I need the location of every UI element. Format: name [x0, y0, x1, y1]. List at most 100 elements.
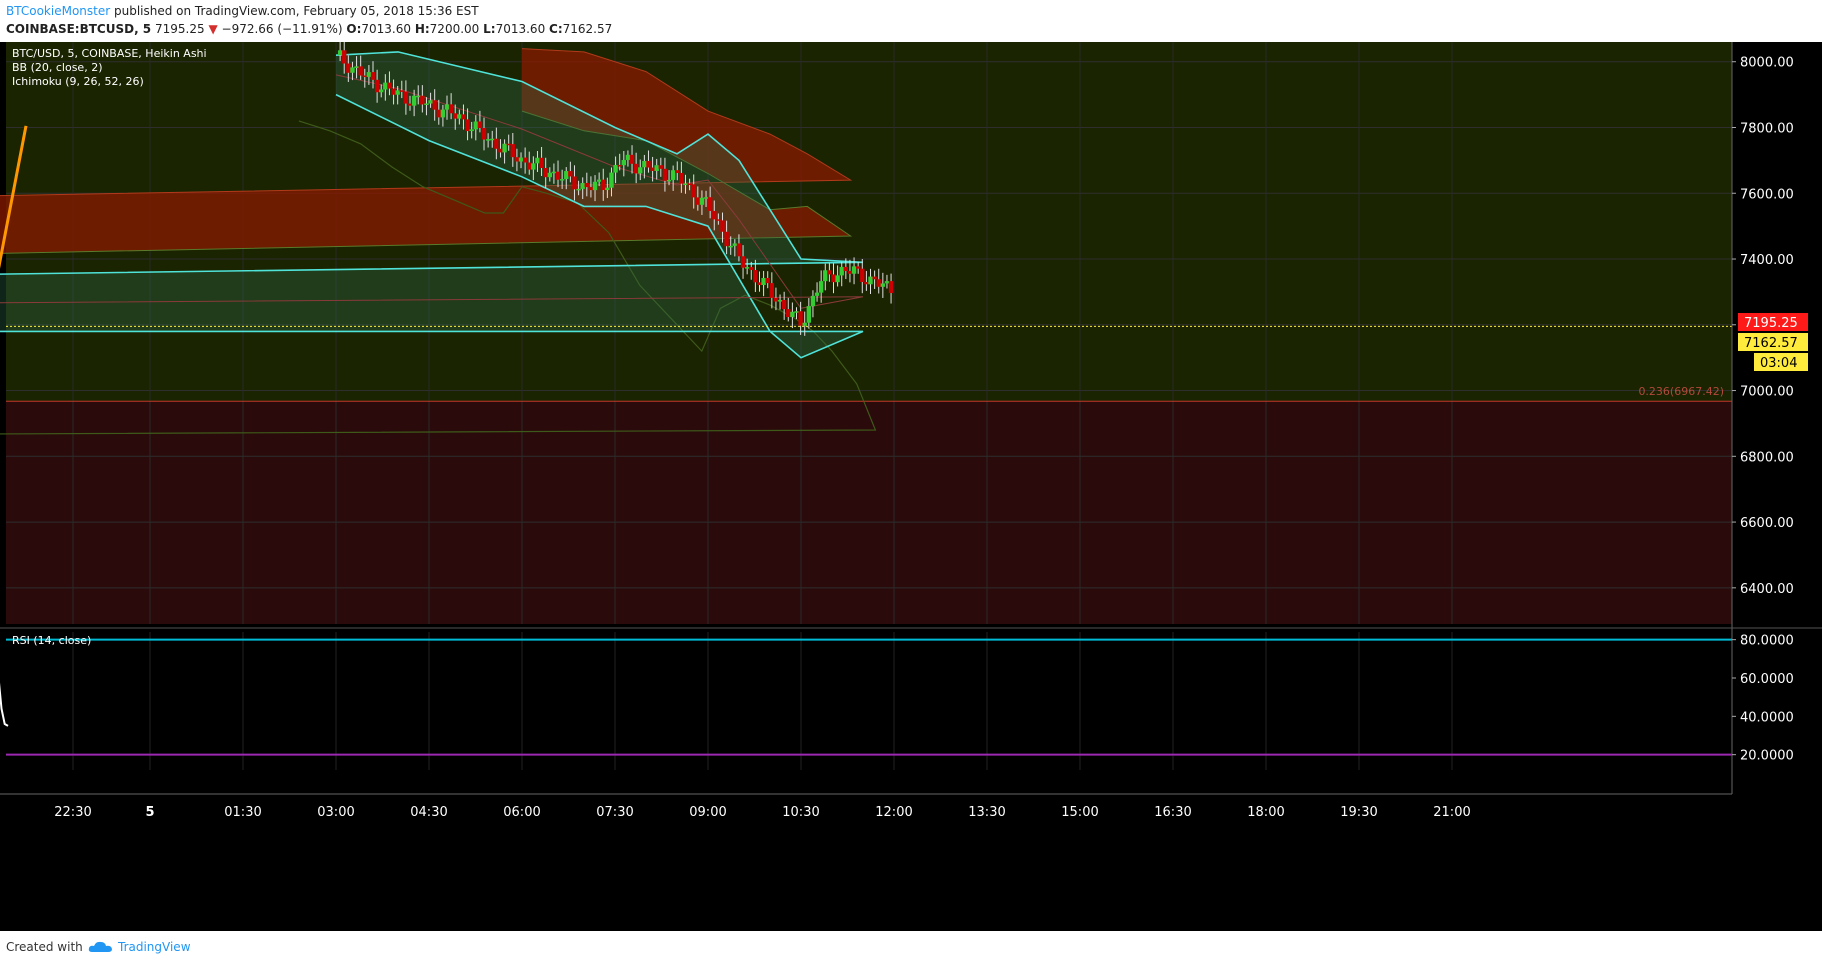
symbol-label: COINBASE:BTCUSD, 5: [6, 22, 152, 36]
candle-body: [786, 309, 791, 318]
candle-body: [650, 167, 655, 171]
candle-body: [337, 50, 343, 56]
candle-body: [888, 281, 894, 294]
candle-body: [457, 114, 462, 119]
cloud-span-a: [0, 48, 853, 197]
candle-body: [740, 256, 746, 268]
legend-ichimoku: Ichimoku (9, 26, 52, 26): [12, 75, 144, 88]
candle-body: [855, 266, 861, 269]
candle-body: [477, 121, 483, 129]
ohlc-line: COINBASE:BTCUSD, 5 7195.25 ▼ −972.66 (−1…: [6, 22, 612, 36]
time-tick-label: 01:30: [224, 805, 261, 820]
candle-body: [872, 276, 877, 280]
candle-body: [810, 295, 816, 307]
candle-body: [802, 322, 807, 326]
lower-zone: [6, 401, 1732, 624]
low-value: 7013.60: [495, 22, 546, 36]
time-tick-label: 10:30: [782, 805, 819, 820]
candle-body: [757, 282, 762, 286]
close-price-badge: [1738, 333, 1808, 351]
close-label: C:: [549, 22, 563, 36]
candle-body: [712, 210, 717, 220]
time-tick-label: 18:00: [1247, 805, 1284, 820]
candle-body: [391, 88, 396, 95]
candle-body: [416, 95, 421, 98]
candle-body: [679, 172, 684, 184]
candle-body: [514, 157, 520, 162]
candle-body: [502, 143, 507, 153]
candle-body: [374, 79, 380, 93]
candle-body: [444, 104, 450, 110]
tradingview-link[interactable]: TradingView: [118, 940, 191, 954]
time-tick-label: 09:00: [689, 805, 726, 820]
candle-body: [765, 277, 770, 284]
candle-body: [728, 245, 733, 248]
trendline[interactable]: [0, 125, 28, 287]
candle-body: [790, 311, 795, 318]
candle-body: [839, 266, 844, 276]
candle-body: [769, 283, 775, 298]
ichimoku-lagging-span: [0, 120, 877, 435]
candle-body: [638, 167, 643, 174]
time-tick-label: 06:00: [503, 805, 540, 820]
time-tick-label: 16:30: [1154, 805, 1191, 820]
candle-body: [564, 171, 569, 180]
author-link[interactable]: BTCookieMonster: [6, 4, 111, 18]
candle-body: [625, 154, 631, 161]
candle-body: [399, 90, 404, 92]
candle-body: [629, 154, 635, 164]
candle-body: [601, 179, 606, 191]
candle-body: [440, 109, 446, 118]
price-tick-label: 7800.00: [1740, 121, 1794, 136]
candle-body: [646, 160, 651, 168]
countdown-badge-text: 03:04: [1760, 356, 1797, 371]
candle-body: [539, 157, 544, 168]
time-tick-label: 22:30: [54, 805, 91, 820]
bollinger-basis: [0, 74, 864, 309]
candle-body: [588, 187, 594, 191]
close-value: 7162.57: [562, 22, 613, 36]
price-tick-label: 7600.00: [1740, 187, 1794, 202]
chart-area[interactable]: 8000.007800.007600.007400.007200.007000.…: [0, 39, 1822, 931]
candle-body: [518, 157, 524, 162]
time-tick-label: 07:30: [596, 805, 633, 820]
candle-body: [547, 172, 553, 178]
candle-body: [699, 197, 705, 205]
candle-body: [818, 281, 824, 293]
legend-main: BTC/USD, 5, COINBASE, Heikin Ashi: [12, 47, 207, 60]
candle-body: [753, 270, 758, 283]
candle-body: [724, 231, 729, 247]
candle-body: [576, 188, 581, 191]
candle-body: [670, 170, 676, 180]
candle-body: [465, 119, 470, 132]
candle-body: [568, 171, 573, 177]
candle-body: [522, 157, 528, 163]
candle-body: [798, 311, 803, 326]
candle-body: [469, 129, 474, 132]
candle-body: [527, 162, 532, 170]
low-label: L:: [483, 22, 496, 36]
candle-body: [880, 283, 886, 287]
candle-body: [864, 282, 869, 285]
candle-body: [572, 176, 577, 190]
price-tick-label: 6800.00: [1740, 450, 1794, 465]
candle-body: [584, 182, 590, 188]
rsi-tick-label: 60.0000: [1740, 672, 1794, 687]
price-chart[interactable]: 8000.007800.007600.007400.007200.007000.…: [0, 39, 1822, 931]
candle-body: [498, 148, 503, 153]
fib-label: 0.236(6967.42): [1638, 385, 1724, 398]
rsi-line: [0, 682, 9, 727]
rsi-tick-label: 40.0000: [1740, 710, 1794, 725]
candle-body: [732, 243, 738, 246]
time-tick-label: 13:30: [968, 805, 1005, 820]
candle-body: [551, 171, 557, 174]
candle-body: [621, 160, 627, 166]
candle-body: [350, 67, 355, 73]
candle-body: [831, 274, 836, 283]
candle-body: [342, 50, 347, 64]
candle-body: [494, 138, 499, 149]
legend-rsi: RSI (14, close): [12, 634, 91, 647]
bollinger-upper: [0, 51, 864, 275]
candle-body: [613, 164, 618, 173]
candle-body: [387, 82, 392, 89]
